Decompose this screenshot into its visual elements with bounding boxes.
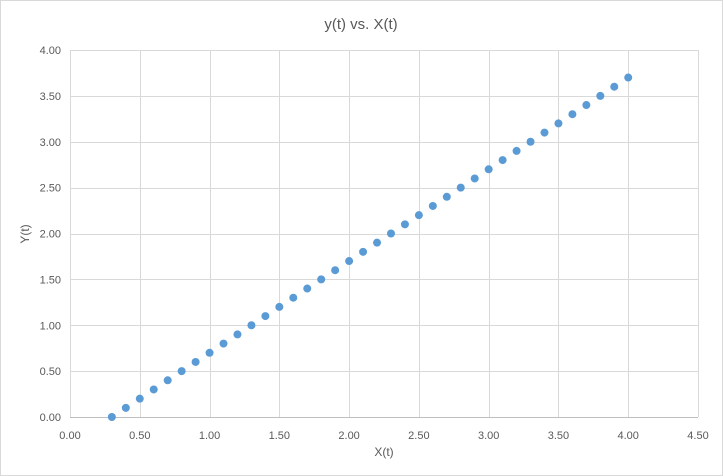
data-point xyxy=(289,293,298,302)
x-tick-label: 1.00 xyxy=(199,430,220,442)
data-point xyxy=(163,376,172,385)
data-point xyxy=(540,128,549,137)
y-tick-label: 2.00 xyxy=(40,229,61,241)
data-point xyxy=(135,394,144,403)
x-axis-label: X(t) xyxy=(374,445,393,459)
data-point xyxy=(205,348,214,357)
data-point xyxy=(149,385,158,394)
x-tick-label: 4.00 xyxy=(618,430,639,442)
data-points xyxy=(107,73,633,421)
data-point xyxy=(233,330,242,339)
y-tick-label: 0.50 xyxy=(40,366,61,378)
data-point xyxy=(512,146,521,155)
data-point xyxy=(624,73,633,82)
x-tick-label: 0.00 xyxy=(59,430,80,442)
x-tick-label: 4.50 xyxy=(687,430,708,442)
y-tick-label: 0.00 xyxy=(40,412,61,424)
x-tick-label: 1.50 xyxy=(269,430,290,442)
x-tick-label: 3.50 xyxy=(548,430,569,442)
data-point xyxy=(107,413,116,421)
data-point xyxy=(275,302,284,311)
y-tick-label: 1.50 xyxy=(40,274,61,286)
x-tick-label: 2.00 xyxy=(338,430,359,442)
data-point xyxy=(456,183,465,192)
data-point xyxy=(177,367,186,376)
x-tick-label: 2.50 xyxy=(408,430,429,442)
data-point xyxy=(261,312,270,321)
data-point xyxy=(498,156,507,165)
data-point xyxy=(484,165,493,174)
data-point xyxy=(568,110,577,119)
data-point xyxy=(400,220,409,229)
data-point xyxy=(303,284,312,293)
data-point xyxy=(470,174,479,183)
y-tick-label: 1.00 xyxy=(40,320,61,332)
tick-labels: 0.00 0.50 1.00 1.50 2.00 2.50 3.00 3.50 4.00 4.50… xyxy=(40,45,709,442)
data-point xyxy=(414,211,423,220)
data-point xyxy=(219,339,228,348)
data-point xyxy=(596,91,605,100)
data-point xyxy=(191,357,200,366)
y-tick-label: 3.50 xyxy=(40,91,61,103)
y-tick-label: 3.00 xyxy=(40,137,61,149)
y-tick-label: 2.50 xyxy=(40,183,61,195)
data-point xyxy=(373,238,382,247)
data-point xyxy=(121,403,130,412)
data-point xyxy=(582,101,591,110)
data-point xyxy=(386,229,395,238)
y-axis-label: Y(t) xyxy=(18,224,32,243)
data-point xyxy=(442,192,451,201)
data-point xyxy=(331,266,340,275)
x-tick-label: 3.00 xyxy=(478,430,499,442)
data-point xyxy=(359,247,368,256)
data-point xyxy=(345,257,354,266)
chart-title: y(t) vs. X(t) xyxy=(324,16,397,33)
gridlines xyxy=(70,50,699,418)
data-point xyxy=(526,137,535,146)
data-point xyxy=(247,321,256,330)
y-tick-label: 4.00 xyxy=(40,45,61,57)
data-point xyxy=(554,119,563,128)
data-point xyxy=(610,82,619,91)
x-tick-label: 0.50 xyxy=(129,430,150,442)
data-point xyxy=(317,275,326,284)
data-point xyxy=(428,201,437,210)
